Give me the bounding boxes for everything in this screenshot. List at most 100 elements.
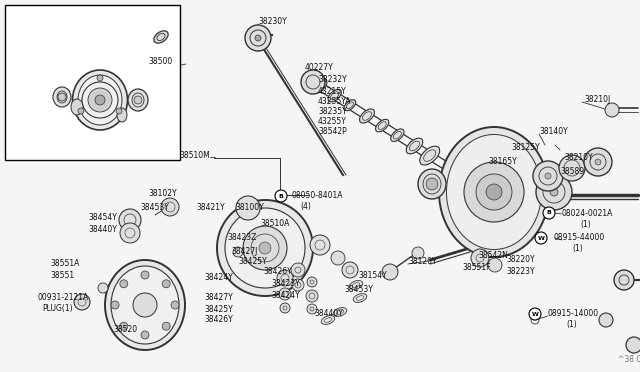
Text: 38520: 38520 (113, 326, 137, 334)
Circle shape (533, 161, 563, 191)
Ellipse shape (360, 109, 374, 123)
Circle shape (559, 155, 585, 181)
Circle shape (111, 301, 119, 309)
Ellipse shape (312, 79, 327, 93)
Circle shape (95, 95, 105, 105)
Text: 38120Y: 38120Y (408, 257, 436, 266)
Ellipse shape (128, 89, 148, 111)
Circle shape (255, 35, 261, 41)
Ellipse shape (154, 31, 168, 43)
Circle shape (291, 263, 305, 277)
Circle shape (301, 70, 325, 94)
Circle shape (626, 337, 640, 353)
Text: (1): (1) (572, 244, 583, 253)
Ellipse shape (418, 169, 446, 199)
Text: 38453Y: 38453Y (344, 285, 373, 295)
Circle shape (382, 264, 398, 280)
Text: 38426Y: 38426Y (263, 267, 292, 276)
Text: 38230Y: 38230Y (258, 17, 287, 26)
Text: 38232Y: 38232Y (318, 76, 347, 84)
Text: 43215Y: 43215Y (318, 87, 347, 96)
Circle shape (161, 198, 179, 216)
Ellipse shape (376, 119, 389, 132)
Ellipse shape (53, 87, 71, 107)
Circle shape (331, 251, 345, 265)
Ellipse shape (420, 146, 440, 165)
Ellipse shape (72, 70, 127, 130)
Text: 38454Y: 38454Y (88, 214, 117, 222)
Circle shape (120, 223, 140, 243)
Circle shape (119, 209, 141, 231)
Circle shape (310, 235, 330, 255)
Circle shape (584, 148, 612, 176)
Text: 38426Y: 38426Y (204, 315, 233, 324)
Ellipse shape (328, 89, 341, 102)
Ellipse shape (111, 266, 179, 344)
Circle shape (236, 196, 260, 220)
Circle shape (78, 108, 84, 114)
Ellipse shape (349, 280, 363, 289)
Circle shape (595, 159, 601, 165)
Text: 08915-14000: 08915-14000 (548, 310, 599, 318)
Circle shape (162, 322, 170, 330)
Text: 38440Y: 38440Y (314, 308, 343, 317)
Text: 38223Y: 38223Y (506, 266, 534, 276)
Circle shape (605, 103, 619, 117)
Circle shape (98, 283, 108, 293)
Circle shape (275, 190, 287, 202)
Circle shape (306, 290, 318, 302)
Text: 38453Y: 38453Y (140, 202, 169, 212)
Circle shape (259, 242, 271, 254)
Text: 38235Y: 38235Y (318, 106, 347, 115)
Circle shape (58, 93, 66, 101)
Text: 38423Y: 38423Y (271, 279, 300, 289)
Circle shape (535, 232, 547, 244)
Circle shape (614, 270, 634, 290)
Text: (1): (1) (566, 321, 577, 330)
Ellipse shape (333, 308, 347, 317)
Text: 08050-8401A: 08050-8401A (292, 192, 344, 201)
Circle shape (88, 88, 112, 112)
Circle shape (277, 270, 293, 286)
Text: 38165Y: 38165Y (488, 157, 516, 167)
Text: 38423Z: 38423Z (227, 234, 257, 243)
Circle shape (307, 304, 317, 314)
Circle shape (97, 75, 103, 81)
Circle shape (141, 271, 149, 279)
Text: 38424Y: 38424Y (204, 273, 233, 282)
Circle shape (464, 162, 524, 222)
Text: 08024-0021A: 08024-0021A (562, 208, 613, 218)
Ellipse shape (447, 135, 541, 250)
Text: 43255YA: 43255YA (318, 96, 351, 106)
Circle shape (120, 322, 128, 330)
Text: 00931-2121A: 00931-2121A (38, 292, 89, 301)
Circle shape (116, 108, 122, 114)
Circle shape (307, 277, 317, 287)
Text: B: B (278, 193, 284, 199)
Circle shape (412, 247, 424, 259)
Text: 38421Y: 38421Y (196, 203, 225, 212)
Circle shape (233, 247, 243, 257)
Text: 38551F: 38551F (462, 263, 490, 272)
Circle shape (486, 184, 502, 200)
Text: 38427Y: 38427Y (204, 294, 233, 302)
Ellipse shape (117, 108, 127, 122)
Ellipse shape (71, 99, 83, 115)
Circle shape (529, 308, 541, 320)
Text: 38140Y: 38140Y (539, 128, 568, 137)
Text: 38500: 38500 (148, 58, 172, 67)
Text: 38440Y: 38440Y (88, 225, 117, 234)
Circle shape (471, 249, 489, 267)
Text: B: B (547, 211, 552, 215)
Text: W: W (538, 235, 545, 241)
Circle shape (217, 200, 313, 296)
Text: 38425Y: 38425Y (204, 305, 233, 314)
Circle shape (488, 258, 502, 272)
Text: 08915-44000: 08915-44000 (554, 234, 605, 243)
Text: W: W (532, 311, 538, 317)
Text: 38102Y: 38102Y (148, 189, 177, 198)
Circle shape (74, 294, 90, 310)
Text: 38510A: 38510A (260, 219, 289, 228)
Circle shape (133, 293, 157, 317)
Ellipse shape (439, 127, 549, 257)
